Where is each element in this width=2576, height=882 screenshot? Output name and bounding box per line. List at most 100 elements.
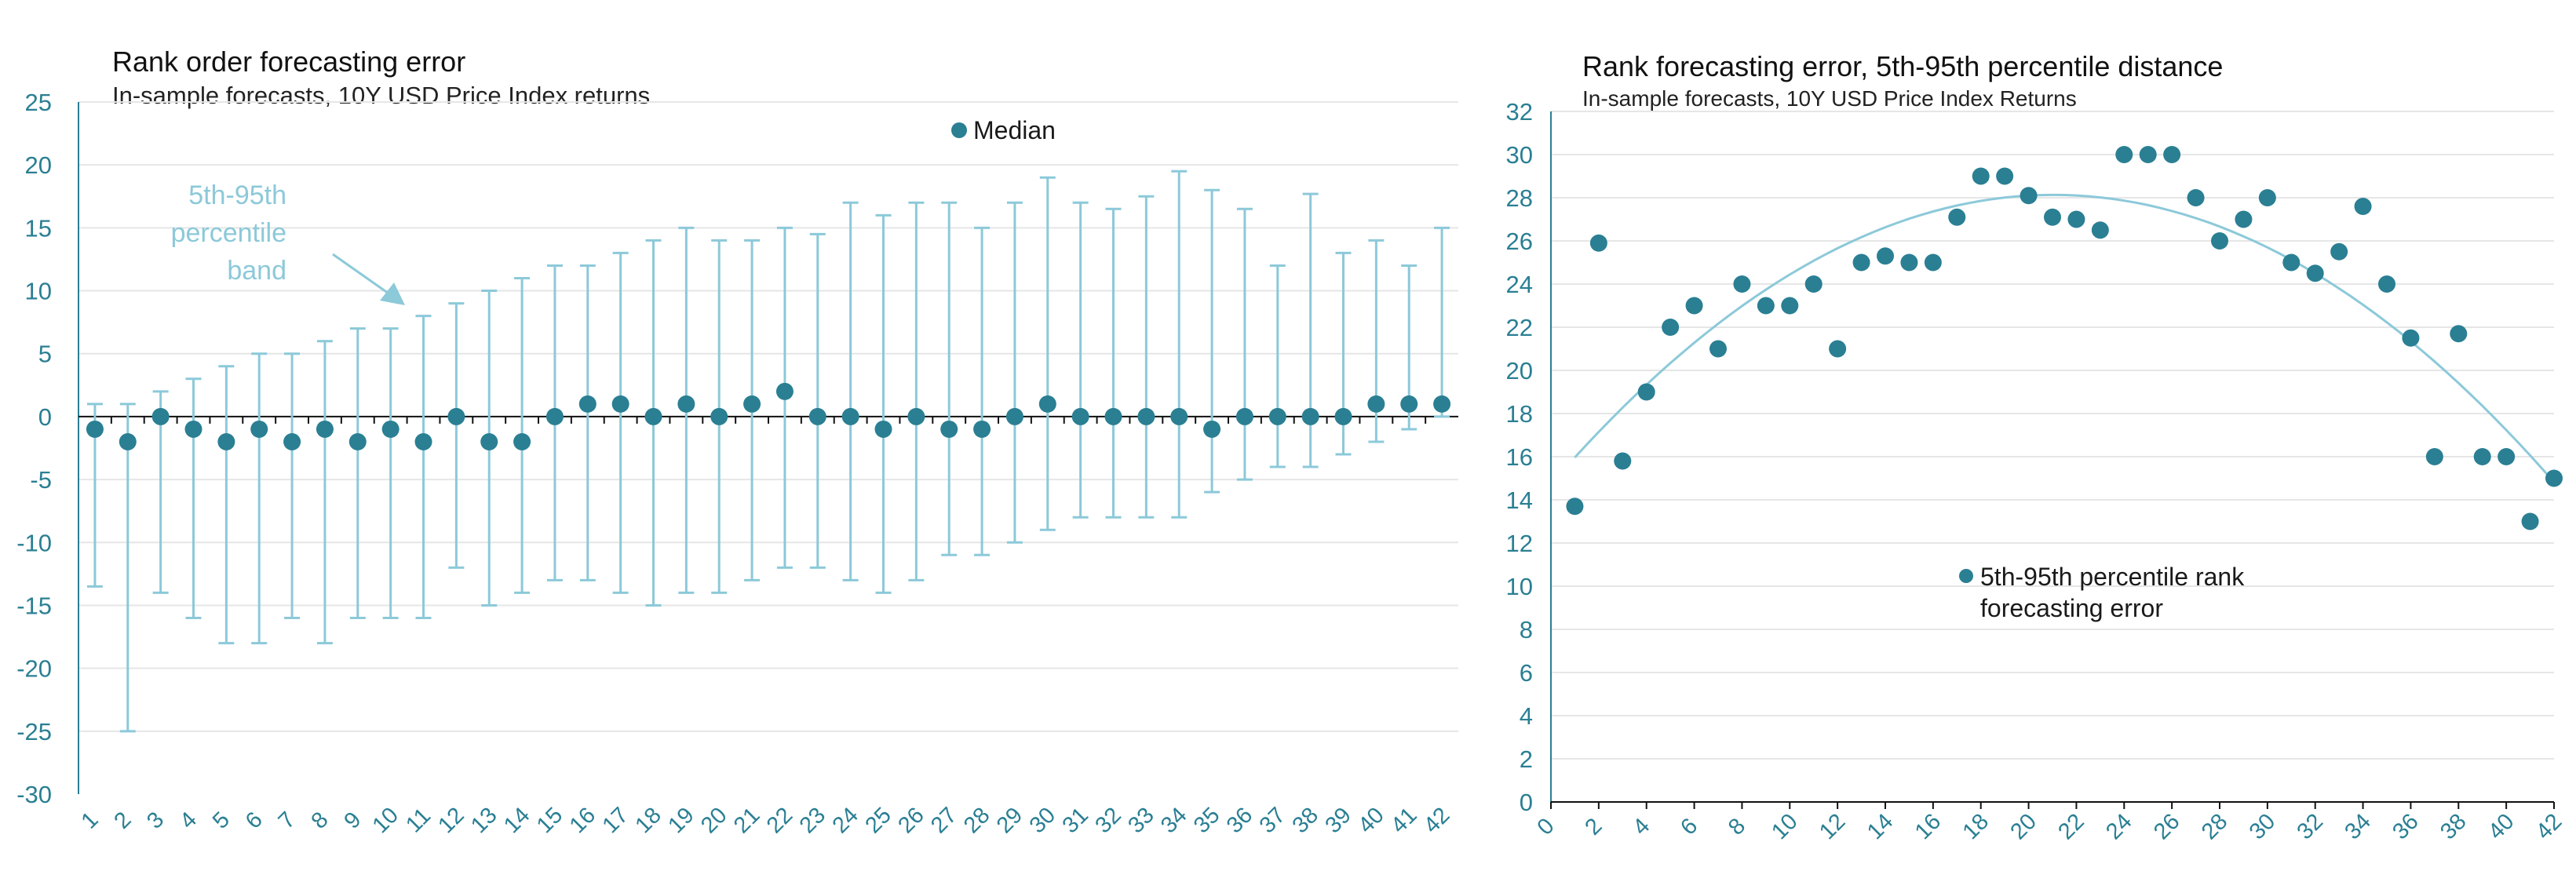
- data-point: [1948, 208, 1966, 226]
- x-tick-label: 37: [1255, 803, 1290, 838]
- data-point: [2425, 448, 2443, 465]
- data-point: [2378, 275, 2395, 293]
- x-tick-label: 14: [499, 803, 535, 838]
- x-tick-label: 8: [307, 807, 334, 834]
- chart-rank-order-error: Rank order forecasting error In-sample f…: [16, 46, 1458, 838]
- x-tick-label: 6: [241, 807, 268, 834]
- data-point: [1685, 297, 1703, 315]
- data-point: [1709, 340, 1727, 358]
- y-tick-label: 25: [25, 89, 52, 116]
- median-point: [677, 395, 695, 413]
- y-tick-label: 0: [1520, 789, 1533, 816]
- data-point: [2187, 189, 2205, 206]
- x-tick-label: 8: [1724, 814, 1750, 840]
- y-tick-label: 0: [38, 403, 52, 431]
- y-tick-label: -30: [16, 781, 52, 808]
- data-point: [2402, 329, 2420, 347]
- x-tick-label: 3: [142, 807, 169, 834]
- data-point: [2521, 512, 2539, 530]
- x-tick-label: 32: [2293, 809, 2328, 844]
- x-tick-label: 1: [77, 807, 104, 834]
- x-tick-label: 24: [2101, 809, 2136, 844]
- x-tick-label: 26: [893, 803, 929, 838]
- median-point: [381, 420, 400, 438]
- median-point: [348, 432, 367, 450]
- x-tick-label: 42: [2531, 809, 2567, 844]
- trendline: [1574, 193, 2556, 483]
- data-point: [1637, 383, 1655, 401]
- median-point: [1301, 407, 1319, 425]
- median-point: [775, 382, 794, 400]
- data-point: [1900, 253, 1918, 272]
- annotation-arrow-line: [332, 253, 392, 297]
- median-point: [480, 432, 498, 450]
- median-point: [1203, 420, 1221, 438]
- y-tick-label: 32: [1506, 98, 1533, 126]
- x-tick-label: 11: [401, 804, 436, 838]
- y-tick-label: 20: [1506, 357, 1533, 385]
- x-tick-label: 41: [1386, 803, 1421, 838]
- legend-label: Median: [973, 116, 1056, 144]
- x-tick-label: 36: [1222, 803, 1257, 838]
- y-tick-label: -15: [16, 592, 52, 619]
- y-tick-label: 10: [25, 278, 52, 305]
- median-point: [1005, 407, 1023, 425]
- x-tick-label: 39: [1320, 803, 1356, 838]
- x-tick-label: 27: [926, 803, 961, 838]
- y-tick-label: 18: [1506, 400, 1533, 428]
- legend-marker: [1959, 569, 1973, 583]
- median-point: [644, 407, 662, 425]
- chart-title: Rank forecasting error, 5th-95th percent…: [1582, 50, 2224, 82]
- data-point: [2163, 146, 2181, 163]
- chart-subtitle: In-sample forecasts, 10Y USD Price Index…: [1582, 86, 2077, 111]
- x-tick-label: 21: [729, 803, 764, 838]
- x-tick-label: 30: [2245, 809, 2280, 844]
- median-point: [1400, 395, 1418, 413]
- x-tick-label: 2: [1580, 814, 1607, 840]
- annotation-text: percentile: [171, 218, 286, 248]
- data-point: [2545, 469, 2563, 487]
- x-tick-label: 38: [1288, 803, 1323, 838]
- x-tick-label: 6: [1676, 814, 1702, 840]
- median-point: [1170, 407, 1188, 425]
- x-tick-label: 36: [2388, 809, 2423, 844]
- x-tick-label: 18: [630, 803, 666, 838]
- data-point: [2450, 325, 2468, 343]
- x-tick-label: 9: [339, 807, 366, 834]
- median-point: [545, 407, 564, 425]
- data-point: [2091, 221, 2109, 239]
- x-tick-label: 5: [208, 807, 235, 834]
- data-point: [2354, 198, 2372, 215]
- median-point: [611, 395, 629, 413]
- annotation-arrow-head: [380, 282, 405, 305]
- median-point: [841, 407, 859, 425]
- data-point: [2330, 242, 2348, 261]
- median-point: [743, 395, 761, 413]
- data-point: [2139, 146, 2157, 163]
- y-tick-label: 20: [25, 151, 52, 179]
- median-point: [1268, 407, 1286, 425]
- x-tick-label: 32: [1090, 803, 1126, 838]
- x-tick-label: 4: [175, 807, 202, 834]
- median-point: [940, 420, 958, 438]
- y-tick-label: 14: [1506, 487, 1533, 514]
- median-point: [808, 407, 826, 425]
- annotation-text: 5th-95th: [188, 180, 286, 210]
- data-point: [1996, 167, 2014, 185]
- x-tick-label: 20: [696, 803, 732, 838]
- x-tick-label: 33: [1123, 803, 1158, 838]
- y-tick-label: -25: [16, 718, 52, 745]
- x-tick-label: 29: [992, 803, 1027, 838]
- x-tick-label: 22: [2053, 809, 2089, 844]
- data-point: [1662, 319, 1680, 336]
- median-point: [578, 395, 597, 413]
- annotation-text: band: [227, 256, 286, 286]
- y-tick-label: 10: [1506, 573, 1533, 600]
- x-tick-label: 17: [598, 803, 633, 838]
- x-tick-label: 28: [959, 803, 994, 838]
- median-point: [1104, 407, 1122, 425]
- data-point: [2282, 253, 2301, 272]
- data-point: [1924, 253, 1942, 272]
- data-point: [1972, 167, 1990, 185]
